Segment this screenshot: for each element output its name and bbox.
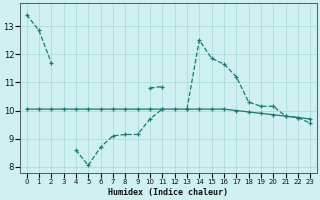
X-axis label: Humidex (Indice chaleur): Humidex (Indice chaleur) bbox=[108, 188, 228, 197]
